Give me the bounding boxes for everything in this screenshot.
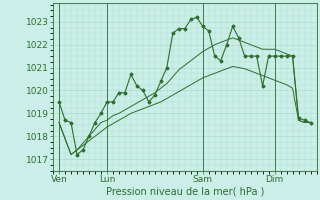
X-axis label: Pression niveau de la mer( hPa ): Pression niveau de la mer( hPa )	[106, 187, 264, 197]
